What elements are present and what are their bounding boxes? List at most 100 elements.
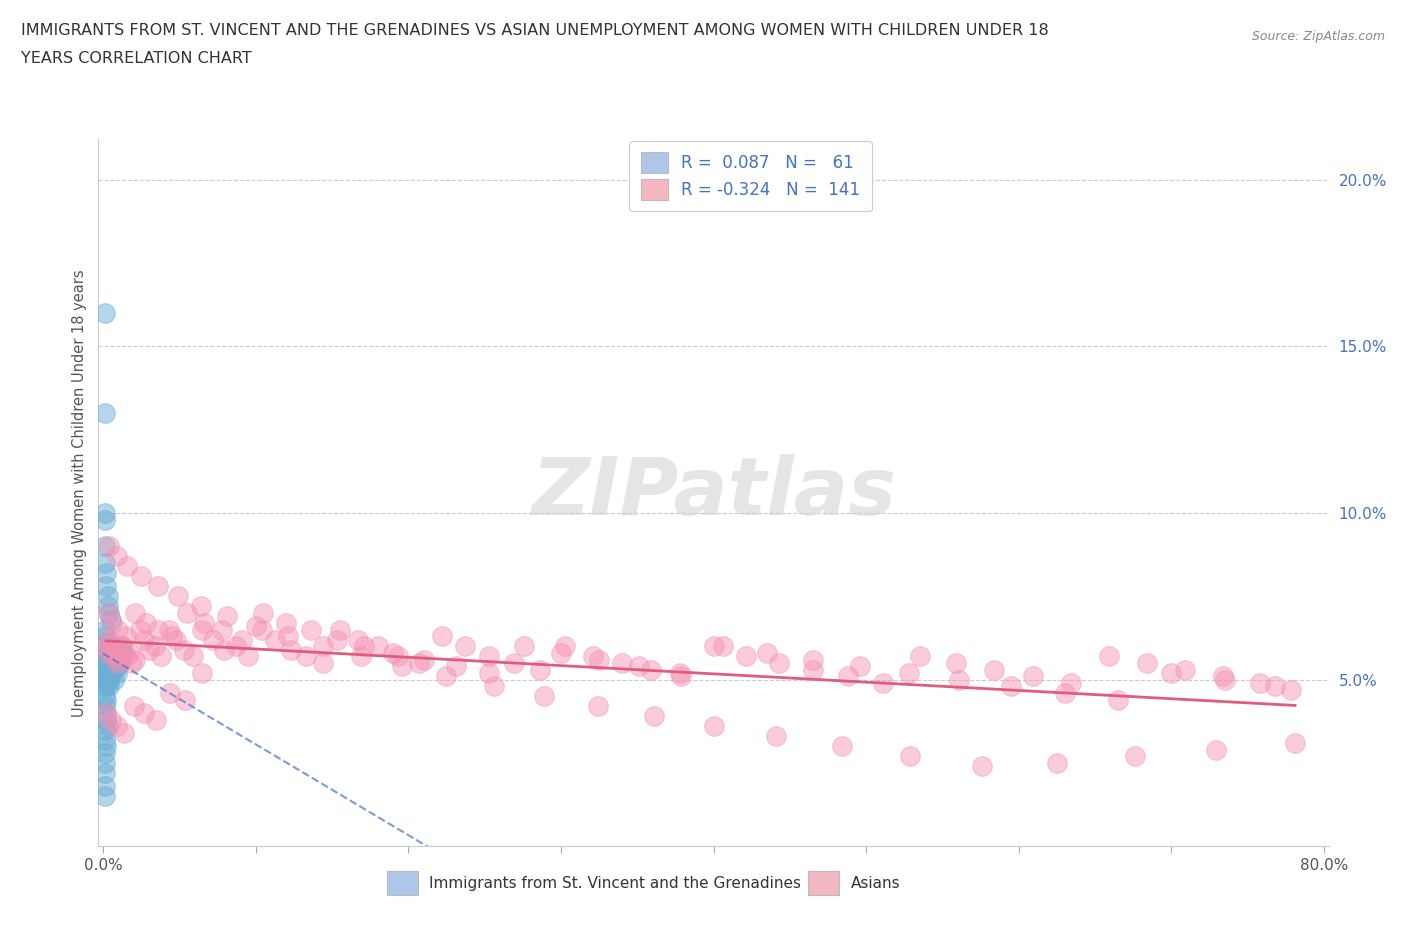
Point [97,589,120,604]
Point [98,672,121,687]
Point [478,649,501,664]
Point [212,642,235,657]
Point [93,656,115,671]
Point [387,649,409,664]
Point [104,656,127,671]
Point [482,679,505,694]
Point [1264,679,1286,694]
Point [640,662,662,677]
Point [118,645,141,660]
Point [146,578,169,593]
Point [1249,675,1271,690]
Point [103,672,125,687]
Point [872,675,894,690]
Point [94,706,117,721]
Point [111,639,134,654]
Point [972,759,994,774]
Point [1123,749,1146,764]
Point [703,719,725,734]
Point [325,632,347,647]
Point [93,679,115,694]
Point [97,645,120,660]
Point [97,719,120,734]
Point [312,639,335,654]
Text: Immigrants from St. Vincent and the Grenadines: Immigrants from St. Vincent and the Gren… [429,875,801,891]
Point [299,622,322,637]
Point [1160,666,1182,681]
Point [173,642,195,657]
Point [101,616,124,631]
Point [533,689,555,704]
Point [150,649,173,664]
Point [412,652,434,667]
Point [353,639,375,654]
Point [93,789,115,804]
Point [100,658,122,673]
Point [245,618,267,633]
Point [703,639,725,654]
Point [1174,662,1197,677]
Point [350,649,373,664]
Point [115,649,138,664]
Legend: R =  0.087   N =   61, R = -0.324   N =  141: R = 0.087 N = 61, R = -0.324 N = 141 [630,140,872,211]
Point [145,712,167,727]
Point [117,559,139,574]
Point [129,569,152,584]
Bar [808,871,839,895]
Point [454,639,477,654]
Point [93,622,115,637]
Point [166,589,188,604]
Point [93,672,115,687]
Point [1021,669,1043,684]
Point [755,645,778,660]
Point [105,666,128,681]
Point [669,666,692,681]
Point [554,639,576,654]
Point [93,555,115,570]
Point [94,635,117,650]
Point [107,649,129,664]
Point [97,662,120,677]
Point [93,538,115,553]
Point [264,632,287,647]
Point [93,629,115,644]
Point [734,649,756,664]
Point [329,622,352,637]
Point [367,639,389,654]
Bar [387,871,418,895]
Point [1205,742,1227,757]
Point [124,605,146,620]
Point [391,658,413,673]
Point [174,692,197,707]
Point [1000,679,1022,694]
Point [160,629,183,644]
Point [231,632,253,647]
Point [1098,649,1121,664]
Point [94,738,117,753]
Point [671,669,693,684]
Text: ZIPatlas: ZIPatlas [531,454,896,532]
Point [97,599,120,614]
Point [97,656,120,671]
Point [165,632,187,647]
Point [1053,685,1076,700]
Point [93,723,115,737]
Point [93,512,115,527]
Point [900,749,922,764]
Point [478,666,501,681]
Point [94,672,117,687]
Point [134,632,156,647]
Point [502,656,524,671]
Point [277,629,299,644]
Text: YEARS CORRELATION CHART: YEARS CORRELATION CHART [21,51,252,66]
Point [408,656,430,671]
Text: Asians: Asians [851,875,900,891]
Point [765,729,787,744]
Point [211,622,233,637]
Point [93,746,115,761]
Y-axis label: Unemployment Among Women with Children Under 18 years: Unemployment Among Women with Children U… [72,269,87,717]
Point [104,645,127,660]
Point [193,616,215,631]
Point [93,732,115,747]
Point [93,778,115,793]
